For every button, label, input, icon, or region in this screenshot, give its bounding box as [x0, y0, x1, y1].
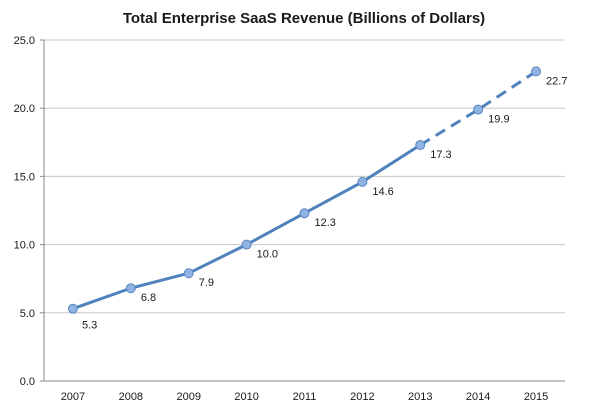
series-line — [71, 70, 537, 311]
y-tick-label: 15.0 — [14, 171, 35, 183]
data-label: 6.8 — [141, 292, 156, 304]
x-tick-label: 2012 — [350, 391, 374, 403]
series-line-projected — [419, 70, 537, 147]
data-label: 17.3 — [430, 149, 451, 161]
data-label: 10.0 — [257, 249, 278, 261]
data-label: 19.9 — [488, 114, 509, 126]
data-label: 7.9 — [199, 277, 214, 289]
y-tick-label: 10.0 — [14, 240, 35, 252]
x-tick-label: 2009 — [176, 391, 200, 403]
y-axis-ticks: 0.0 5.0 10.0 15.0 20.0 25.0 — [14, 35, 44, 388]
data-label: 5.3 — [82, 320, 97, 332]
gridlines — [43, 39, 565, 382]
data-labels: 5.3 6.8 7.9 10.0 12.3 14.6 17.3 19.9 22.7 — [82, 75, 568, 331]
data-point — [299, 208, 310, 219]
y-tick-label: 25.0 — [14, 35, 35, 47]
x-tick-label: 2011 — [293, 391, 317, 403]
data-label: 14.6 — [372, 186, 393, 198]
x-tick-label: 2013 — [408, 391, 432, 403]
data-point — [531, 66, 542, 77]
data-point — [473, 104, 484, 115]
x-tick-label: 2007 — [61, 391, 85, 403]
chart-title: Total Enterprise SaaS Revenue (Billions … — [123, 10, 485, 27]
y-tick-label: 0.0 — [20, 376, 35, 388]
x-tick-label: 2008 — [119, 391, 143, 403]
x-tick-label: 2014 — [466, 391, 490, 403]
x-axis-ticks: 2007 2008 2009 2010 2011 2012 2013 2014 2015 — [61, 391, 549, 403]
x-tick-label: 2010 — [234, 391, 258, 403]
x-tick-label: 2015 — [524, 391, 548, 403]
data-point — [241, 239, 252, 250]
series-line-actual — [71, 143, 422, 311]
data-point — [67, 303, 78, 314]
y-tick-label: 5.0 — [20, 308, 35, 320]
data-label: 22.7 — [546, 75, 567, 87]
data-point — [125, 283, 136, 294]
y-tick-label: 20.0 — [14, 103, 35, 115]
data-point — [357, 176, 368, 187]
data-point — [183, 268, 194, 279]
series-markers — [67, 66, 542, 314]
data-point — [415, 140, 426, 151]
data-label: 12.3 — [315, 217, 336, 229]
